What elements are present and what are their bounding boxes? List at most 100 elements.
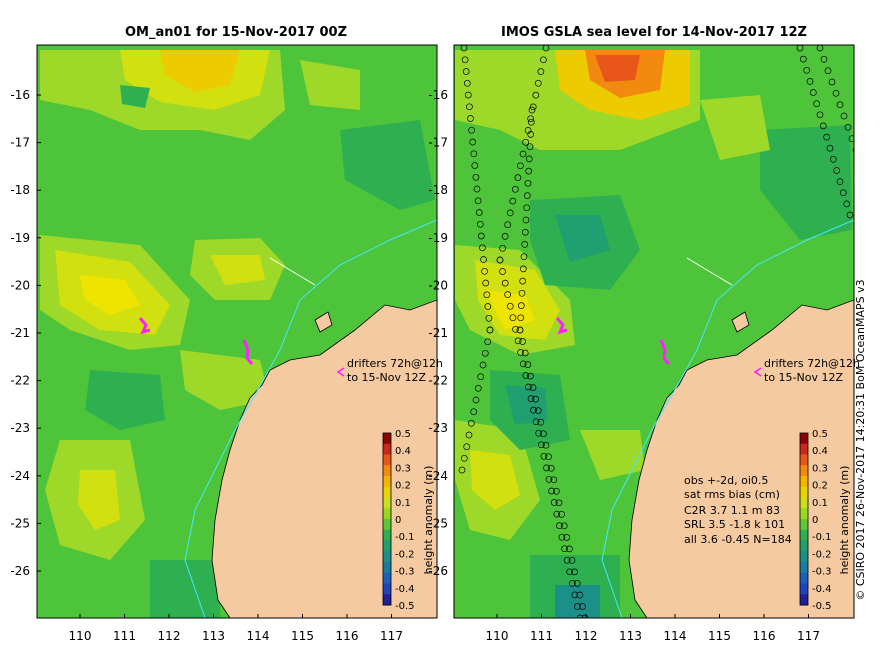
lat-label: -21: [10, 326, 30, 340]
colorbar-swatch: [383, 465, 391, 477]
left-drifter-track-1: [138, 317, 151, 335]
altimeter-obs-point: [522, 138, 529, 146]
altimeter-obs-point: [473, 185, 481, 193]
colorbar-swatch: [800, 465, 808, 477]
left-island: [314, 311, 333, 333]
altimeter-obs-point: [579, 603, 586, 610]
altimeter-obs-point: [527, 115, 535, 123]
colorbar-tick-label: 0.2: [812, 481, 828, 492]
altimeter-obs-point: [568, 580, 576, 587]
lat-label-right: -20: [428, 278, 448, 292]
lat-label: -24: [10, 469, 30, 483]
altimeter-obs-point: [469, 138, 477, 146]
lat-label: -26: [10, 564, 30, 578]
altimeter-obs-point: [545, 453, 552, 461]
lon-label: 112: [575, 629, 598, 643]
altimeter-obs-point: [820, 55, 828, 63]
altimeter-obs-point: [477, 232, 485, 240]
altimeter-obs-point: [843, 200, 851, 208]
stats-line-1: obs +-2d, oi0.5: [684, 474, 768, 487]
altimeter-obs-point: [535, 429, 543, 437]
stats-line-5: all 3.6 -0.45 N=184: [684, 533, 792, 546]
lat-label: -25: [10, 516, 30, 530]
altimeter-obs-point: [537, 441, 545, 449]
altimeter-obs-point: [540, 56, 547, 64]
altimeter-obs-point: [509, 197, 517, 205]
altimeter-obs-point: [581, 614, 589, 618]
altimeter-obs-point: [509, 314, 517, 322]
altimeter-obs-point: [484, 303, 492, 310]
altimeter-obs-point: [519, 150, 527, 158]
altimeter-obs-point: [566, 568, 574, 576]
altimeter-obs-point: [525, 155, 533, 163]
colorbar-tick-label: 0.1: [812, 498, 828, 509]
altimeter-obs-point: [467, 419, 475, 427]
altimeter-obs-point: [555, 499, 563, 507]
left-colorbar: 0.5 0.4 0.3 0.2 0.1 0 -0.1 -0.2 -0.3 -0.4 -0.5 hei…: [382, 429, 435, 612]
altimeter-obs-point: [524, 361, 532, 368]
colorbar-frame: [382, 432, 392, 606]
altimeter-obs-point: [496, 256, 504, 264]
colorbar-tick-label: 0: [395, 515, 401, 526]
left-plot-frame: [36, 44, 438, 619]
altimeter-obs-point: [542, 441, 550, 449]
altimeter-obs-point: [553, 487, 560, 495]
altimeter-obs-point: [460, 454, 468, 462]
colorbar-swatch: [800, 519, 808, 531]
altimeter-obs-point: [517, 349, 524, 356]
altimeter-obs-point: [486, 326, 494, 334]
colorbar-tick-label: 0.3: [395, 463, 411, 474]
altimetry-stats-box: obs +-2d, oi0.5 sat rms bias (cm) C2R 3.…: [684, 474, 792, 546]
altimeter-obs-point: [466, 103, 473, 111]
lon-label: 117: [797, 629, 820, 643]
colorbar-swatch: [383, 562, 391, 574]
altimeter-obs-point: [481, 349, 489, 357]
altimeter-obs-point: [534, 79, 542, 87]
altimeter-obs-point: [526, 143, 534, 151]
altimeter-obs-point: [806, 78, 814, 85]
altimeter-obs-point: [519, 277, 527, 285]
altimeter-obs-point: [504, 221, 512, 229]
altimeter-obs-point: [501, 279, 509, 287]
altimeter-obs-point: [482, 279, 490, 287]
altimeter-obs-point: [846, 211, 854, 219]
lat-label: -17: [10, 136, 30, 150]
lat-label: -18: [10, 183, 30, 197]
altimeter-obs-point: [518, 289, 526, 297]
altimeter-obs-point: [829, 155, 837, 163]
left-land-mass: [211, 299, 437, 618]
colorbar-swatch: [383, 443, 391, 455]
altimeter-obs-point: [517, 302, 525, 309]
colorbar-swatch: [800, 583, 808, 595]
right-drifter-legend-mark: [753, 367, 762, 377]
altimeter-obs-point: [548, 487, 555, 495]
colorbar-swatch: [383, 540, 391, 552]
lon-label: 113: [619, 629, 642, 643]
altimeter-obs-point: [527, 118, 535, 126]
altimeter-obs-point: [530, 406, 537, 414]
altimeter-obs-point: [819, 122, 827, 130]
altimeter-obs-point: [852, 147, 854, 153]
altimeter-obs-point: [824, 67, 832, 75]
colorbar-tick-label: 0.4: [812, 446, 828, 457]
colorbar-tick-label: 0.5: [812, 429, 828, 440]
colorbar-swatch: [383, 519, 391, 531]
altimeter-obs-point: [472, 396, 480, 404]
lon-label: 111: [113, 629, 136, 643]
altimeter-obs-point: [467, 115, 474, 122]
altimeter-obs-point: [485, 314, 493, 322]
altimeter-obs-point: [848, 135, 854, 143]
left-panel-title: OM_an01 for 15-Nov-2017 00Z: [125, 25, 347, 40]
altimeter-obs-point: [519, 265, 527, 273]
altimeter-obs-point: [521, 228, 529, 236]
right-panel-title: IMOS GSLA sea level for 14-Nov-2017 12Z: [501, 25, 807, 40]
altimeter-obs-point: [534, 407, 542, 414]
altimeter-obs-point: [826, 144, 834, 152]
altimeter-obs-point: [520, 253, 528, 261]
altimeter-obs-point: [516, 326, 524, 334]
lat-label-right: -21: [428, 326, 448, 340]
lat-label-right: -17: [428, 136, 448, 150]
lat-label-right: -26: [428, 564, 448, 578]
altimeter-obs-point: [545, 476, 553, 483]
altimeter-obs-point: [803, 66, 811, 74]
